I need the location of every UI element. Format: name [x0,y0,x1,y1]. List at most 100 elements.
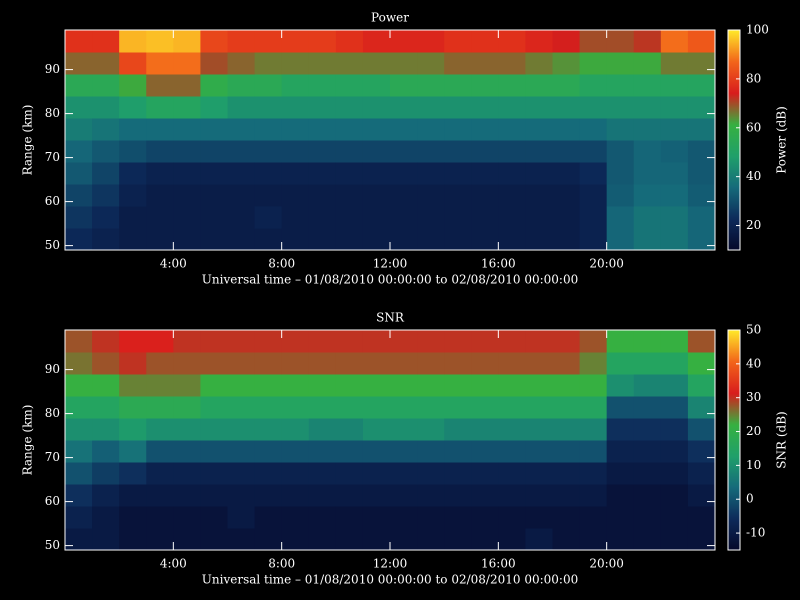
heat-cell [308,374,337,397]
heat-cell [687,374,716,397]
heat-cell [471,96,499,119]
heat-cell [173,118,201,141]
heat-cell [687,506,716,529]
heat-cell [552,330,581,353]
colorbar-segment [728,244,740,247]
heat-cell [471,52,499,75]
heat-cell [308,440,337,463]
heat-cell [633,528,662,551]
heat-cell [444,330,472,353]
heat-cell [660,352,689,375]
colorbar-segment [728,56,740,59]
heat-cell [146,462,174,485]
colorbar-segment [728,532,740,535]
colorbar-segment [728,360,740,363]
heat-cell [579,96,608,119]
heat-cell [417,418,445,441]
colorbar-segment [728,446,740,449]
colorbar-segment [728,544,740,547]
heat-cell [498,374,526,397]
heat-cell [227,440,256,463]
heat-cell [606,484,635,507]
heat-cell [173,228,201,251]
heat-cell [390,118,418,141]
colorbar-segment [728,354,740,357]
colorbar-segment [728,408,740,411]
heat-cell [660,506,689,529]
heat-cell [498,52,526,75]
heat-cell [362,506,391,529]
heat-cell [390,484,418,507]
heat-cell [92,418,120,441]
colorbar-segment [728,352,740,355]
heat-cell [471,118,499,141]
colorbar-segment [728,486,740,489]
colorbar-segment [728,390,740,393]
heat-cell [281,462,310,485]
colorbar-segment [728,436,740,439]
heat-cell [281,74,310,97]
colorbar-segment [728,104,740,107]
heat-cell [444,96,472,119]
heat-cell [335,228,364,251]
heat-cell [335,484,364,507]
heat-cell [390,52,418,75]
y-tick-label: 80 [45,106,60,120]
heat-cell [254,352,283,375]
colorbar-segment [728,132,740,135]
colorbar-segment [728,178,740,181]
heat-cell [65,462,93,485]
colorbar-segment [728,202,740,205]
heat-cell [417,206,445,229]
heat-cell [254,418,283,441]
heat-cell [606,440,635,463]
colorbar-segment [728,398,740,401]
heat-cell [281,374,310,397]
heat-cell [362,162,391,185]
colorbar-segment [728,192,740,195]
heat-cell [92,396,120,419]
heat-cell [227,330,256,353]
colorbar-segment [728,96,740,99]
heat-cell [390,228,418,251]
heat-cell [146,184,174,207]
heat-cell [254,118,283,141]
heat-cell [606,30,635,53]
x-tick-label: 4:00 [160,257,187,271]
heat-cell [552,96,581,119]
heat-cell [498,506,526,529]
heat-cell [633,228,662,251]
heat-cell [633,118,662,141]
heat-cell [92,462,120,485]
heat-cell [606,52,635,75]
heat-cell [417,52,445,75]
heat-cell [119,374,147,397]
heat-cell [498,330,526,353]
colorbar-segment [728,420,740,423]
colorbar-segment [728,538,740,541]
heat-cell [308,528,337,551]
colorbar-segment [728,374,740,377]
colorbar-segment [728,338,740,341]
heat-cell [579,352,608,375]
heat-cell [525,528,553,551]
heat-cell [633,206,662,229]
heat-cell [119,96,147,119]
colorbar-segment [728,66,740,69]
heat-cell [254,184,283,207]
heat-cell [498,96,526,119]
heat-cell [119,528,147,551]
colorbar-segment [728,454,740,457]
colorbar-segment [728,414,740,417]
heat-cell [281,184,310,207]
colorbar-segment [728,502,740,505]
heat-cell [498,74,526,97]
colorbar-segment [728,466,740,469]
heat-cell [308,352,337,375]
colorbar-segment [728,482,740,485]
colorbar-segment [728,120,740,123]
colorbar-tick-label: 30 [746,390,761,404]
heat-cell [308,462,337,485]
heat-cell [173,30,201,53]
heat-cell [119,30,147,53]
